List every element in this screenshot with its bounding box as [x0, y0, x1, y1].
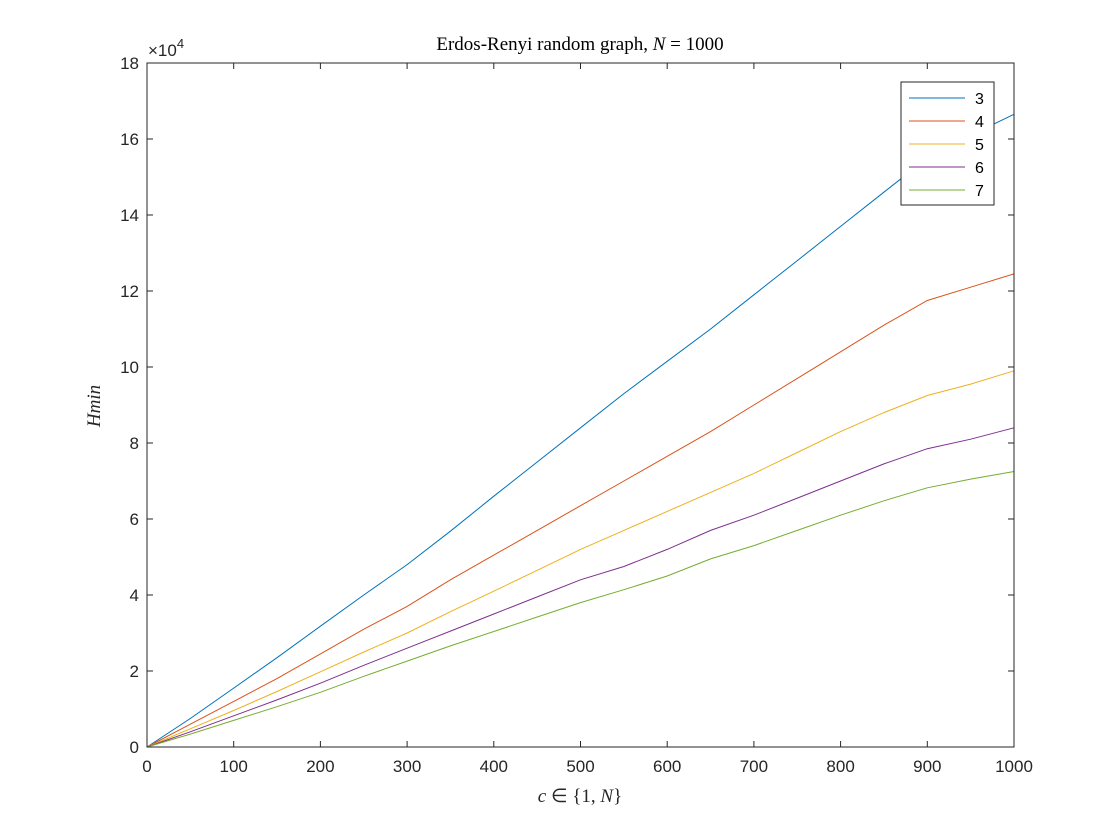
x-tick-label: 600	[653, 757, 681, 776]
x-tick-label: 300	[393, 757, 421, 776]
axis-ticks: 0 100 200 300 400 500 600 700 800 900 1000 0 2 4 6 8 10 1…	[120, 54, 1033, 776]
y-tick-label: 4	[130, 586, 139, 605]
y-tick-label: 14	[120, 206, 139, 225]
series-line-5	[146, 370, 1015, 748]
x-tick-label: 800	[826, 757, 854, 776]
x-tick-label: 0	[142, 757, 151, 776]
x-tick-label: 400	[480, 757, 508, 776]
y-axis-label: Hmin	[84, 385, 105, 428]
y-tick-label: 12	[120, 282, 139, 301]
y-tick-label: 2	[130, 662, 139, 681]
series-lines	[146, 113, 1015, 748]
series-line-4	[146, 273, 1015, 748]
y-tick-label: 18	[120, 54, 139, 73]
plot-area	[146, 62, 1015, 748]
legend-label-5: 5	[975, 137, 984, 154]
legend: 3 4 5 6 7	[900, 81, 995, 206]
legend-label-7: 7	[975, 183, 984, 200]
x-axis-label: c ∈ {1, N}	[538, 786, 622, 807]
legend-label-3: 3	[975, 91, 984, 108]
x-tick-label: 200	[306, 757, 334, 776]
x-tick-label: 700	[740, 757, 768, 776]
y-tick-label: 0	[130, 738, 139, 757]
legend-label-6: 6	[975, 160, 984, 177]
x-tick-label: 1000	[995, 757, 1033, 776]
chart-title: Erdos-Renyi random graph, N = 1000	[436, 34, 723, 55]
legend-label-4: 4	[975, 114, 984, 131]
x-tick-label: 100	[220, 757, 248, 776]
y-tick-label: 16	[120, 130, 139, 149]
series-line-6	[146, 427, 1015, 748]
x-tick-label: 500	[566, 757, 594, 776]
y-tick-label: 6	[130, 510, 139, 529]
y-tick-label: 8	[130, 434, 139, 453]
series-line-7	[146, 471, 1015, 748]
series-line-3	[146, 113, 1015, 748]
y-tick-label: 10	[120, 358, 139, 377]
x-tick-label: 900	[913, 757, 941, 776]
y-axis-exponent: ×104	[148, 36, 184, 60]
